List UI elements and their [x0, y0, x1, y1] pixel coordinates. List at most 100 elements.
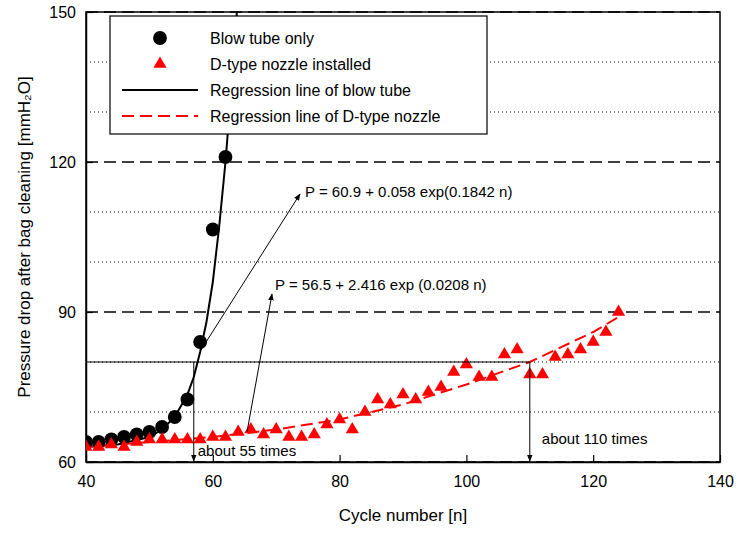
data-point: [156, 432, 169, 443]
data-point: [447, 364, 460, 375]
data-point: [396, 387, 409, 398]
x-tick: 100: [454, 455, 481, 490]
regression-line: [86, 317, 619, 447]
y-tick-label: 120: [49, 154, 76, 171]
reference-line: [86, 362, 530, 363]
legend-label: Regression line of D-type nozzle: [210, 108, 440, 125]
minor-grid-line: [86, 212, 720, 213]
data-point: [168, 432, 181, 443]
data-point: [511, 342, 524, 353]
data-point: [219, 429, 232, 440]
minor-grid-line: [86, 412, 720, 413]
y-tick: 150: [49, 4, 93, 21]
data-point: [168, 410, 182, 424]
x-tick: 140: [707, 455, 734, 490]
equation-pointer: [247, 294, 272, 432]
plot-frame: [86, 12, 720, 462]
data-point: [473, 369, 486, 380]
legend-swatch: [122, 89, 198, 91]
legend-swatch: [122, 115, 198, 117]
legend-label: D-type nozzle installed: [210, 56, 371, 73]
data-point: [181, 432, 194, 443]
x-tick-label: 100: [454, 473, 481, 490]
y-tick-label: 60: [58, 454, 76, 471]
data-point: [384, 397, 397, 408]
legend: Blow tube onlyD-type nozzle installedReg…: [110, 16, 487, 134]
data-point: [371, 392, 384, 403]
minor-grid-line: [86, 362, 720, 363]
data-point: [358, 404, 371, 415]
data-point: [143, 432, 156, 443]
data-point: [536, 367, 549, 378]
x-tick-label: 40: [78, 473, 96, 490]
data-point: [105, 437, 118, 448]
data-point: [587, 334, 600, 345]
data-point: [232, 424, 245, 435]
x-axis-line: [87, 462, 721, 464]
data-point: [219, 150, 233, 164]
data-point: [612, 304, 625, 315]
data-point: [574, 342, 587, 353]
data-point: [434, 379, 447, 390]
data-point: [485, 369, 498, 380]
legend-label: Regression line of blow tube: [210, 82, 411, 99]
legend-box: [110, 16, 487, 134]
y-axis-line: [86, 13, 88, 463]
data-point: [257, 427, 270, 438]
chart: 4060801001201406090120150Cycle number [n…: [0, 0, 743, 535]
data-point: [86, 439, 93, 450]
data-point: [206, 223, 220, 237]
data-point: [320, 417, 333, 428]
plot-area: [86, 12, 625, 451]
data-point: [346, 422, 359, 433]
annotation-arrow: [529, 362, 530, 461]
y-tick-label: 150: [49, 4, 76, 21]
data-point: [460, 357, 473, 368]
y-axis: 60 90 120 150: [49, 4, 93, 471]
x-tick-mark: [340, 455, 341, 462]
data-point: [244, 422, 257, 433]
x-tick-label: 120: [580, 473, 607, 490]
data-point: [498, 347, 511, 358]
equation-pointer: [201, 194, 300, 350]
x-tick: 120: [580, 455, 607, 490]
x-axis-title: Cycle number [n]: [339, 506, 468, 525]
annotation-arrow: [193, 362, 194, 461]
data-point: [130, 434, 143, 445]
data-point: [270, 422, 283, 433]
x-tick-label: 140: [707, 473, 734, 490]
legend-swatch: [153, 31, 167, 45]
y-tick-mark: [86, 462, 93, 463]
x-tick: 80: [331, 455, 349, 490]
equation-text: P = 60.9 + 0.058 exp(0.1842 n): [305, 183, 512, 200]
data-point: [333, 412, 346, 423]
data-point: [549, 349, 562, 360]
data-point: [181, 393, 195, 407]
data-point: [422, 384, 435, 395]
annotation-text: about 55 times: [198, 442, 296, 459]
minor-grid-line: [86, 262, 720, 263]
data-point: [282, 429, 295, 440]
y-tick-label: 90: [58, 304, 76, 321]
data-point: [206, 429, 219, 440]
equation-text: P = 56.5 + 2.416 exp (0.0208 n): [275, 276, 487, 293]
data-point: [155, 420, 169, 434]
x-tick-label: 60: [204, 473, 222, 490]
data-point: [92, 439, 105, 450]
grid-line: [86, 161, 720, 163]
data-point: [295, 429, 308, 440]
legend-swatch: [153, 56, 166, 67]
y-tick: 120: [49, 154, 93, 171]
x-axis: 40 60 80 100 120 140: [78, 455, 734, 490]
y-axis-title: Pressure drop after bag cleaning [mmH₂O]: [15, 76, 34, 397]
x-tick-mark: [720, 455, 721, 462]
data-point: [409, 392, 422, 403]
data-point: [117, 439, 130, 450]
y-tick-mark: [86, 162, 93, 163]
data-point: [308, 427, 321, 438]
data-point: [561, 347, 574, 358]
x-tick-label: 80: [331, 473, 349, 490]
grid: [86, 12, 720, 462]
x-tick-mark: [466, 455, 467, 462]
annotation-text: about 110 times: [542, 430, 648, 447]
